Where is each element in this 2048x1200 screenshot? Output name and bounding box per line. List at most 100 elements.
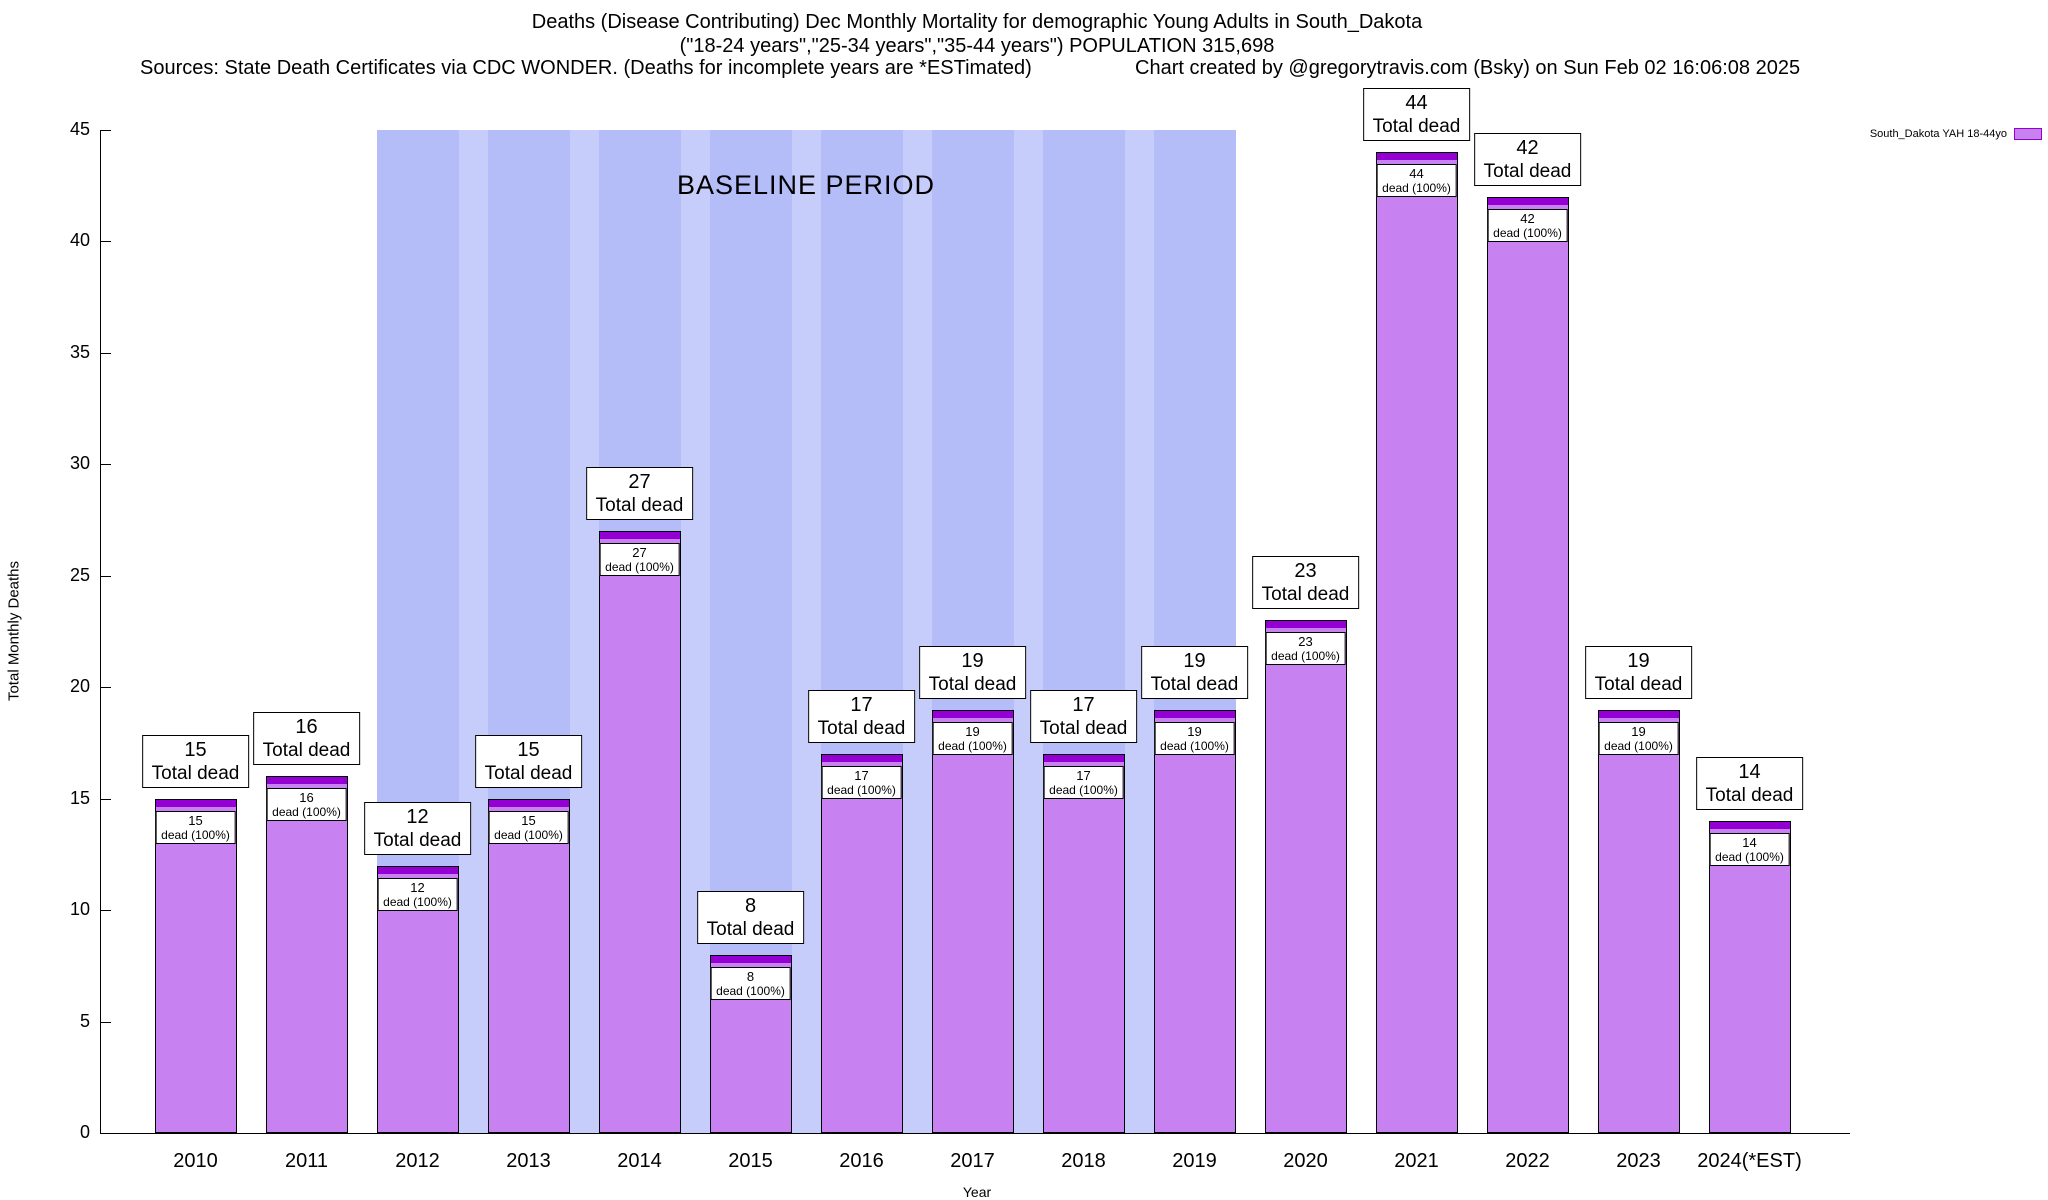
bar-total-text: Total dead [706, 918, 795, 940]
bar [1264, 620, 1347, 1133]
bar-total-text: Total dead [1150, 673, 1239, 695]
bar-inline-text: dead (100%) [1160, 738, 1229, 753]
bar-total-text: Total dead [262, 740, 351, 762]
legend-swatch [2014, 128, 2042, 140]
bar-total-value: 19 [961, 649, 984, 672]
bar-inline-text: dead (100%) [605, 560, 674, 575]
bar-inline-text: dead (100%) [1715, 849, 1784, 864]
bar-cap [266, 777, 347, 785]
y-tick-mark [101, 352, 111, 354]
bar-inline-label: 27 dead (100%) [599, 543, 680, 577]
y-tick-mark [101, 687, 111, 689]
bar-inline-text: dead (100%) [1049, 783, 1118, 798]
bar-inline-text: dead (100%) [1604, 738, 1673, 753]
bar-total-value: 44 [1405, 92, 1428, 115]
y-tick-label: 5 [79, 1010, 90, 1031]
bar [1708, 820, 1791, 1133]
x-tick-label: 2022 [1505, 1150, 1550, 1172]
x-tick-label: 2017 [950, 1150, 995, 1172]
bar-inline-value: 19 [1187, 723, 1202, 739]
y-tick-mark [101, 241, 111, 243]
y-tick-label: 10 [69, 899, 90, 920]
bar-total-label: 15 Total dead [474, 734, 583, 788]
bar-inline-value: 17 [1076, 768, 1091, 784]
bar-total-label: 19 Total dead [918, 645, 1027, 699]
bar-total-value: 8 [744, 894, 757, 917]
chart-subtitle: ("18-24 years","25-34 years","35-44 year… [679, 35, 1275, 57]
bar-inline-label: 19 dead (100%) [1598, 721, 1679, 755]
bar-cap [377, 866, 458, 874]
bar-total-text: Total dead [1705, 784, 1794, 806]
bar-inline-value: 19 [1631, 723, 1646, 739]
bar-total-value: 23 [1294, 560, 1317, 583]
bar-total-text: Total dead [1039, 718, 1128, 740]
bar-inline-value: 27 [632, 545, 647, 561]
legend: South_Dakota YAH 18-44yo [1870, 128, 2042, 140]
x-tick-label: 2016 [839, 1150, 884, 1172]
bar-inline-text: dead (100%) [1493, 225, 1562, 240]
bar-inline-text: dead (100%) [1271, 649, 1340, 664]
bar-total-value: 15 [184, 738, 207, 761]
bar-total-text: Total dead [1372, 116, 1461, 138]
legend-label: South_Dakota YAH 18-44yo [1869, 128, 2007, 140]
bar-inline-value: 15 [521, 812, 536, 828]
bar-cap [932, 710, 1013, 718]
bar [1042, 754, 1125, 1133]
bar-inline-text: dead (100%) [272, 805, 341, 820]
bar-inline-text: dead (100%) [938, 738, 1007, 753]
bar-inline-value: 16 [299, 790, 314, 806]
bar [1375, 152, 1458, 1133]
bar-cap [1043, 755, 1124, 763]
bar-total-label: 16 Total dead [252, 712, 361, 766]
bar-inline-label: 12 dead (100%) [377, 877, 458, 911]
y-tick-mark [101, 910, 111, 912]
bar-total-text: Total dead [595, 495, 684, 517]
y-tick-mark [101, 798, 111, 800]
bar-cap [1376, 153, 1457, 161]
bar [487, 798, 570, 1133]
x-tick-label: 2015 [728, 1150, 773, 1172]
bar-inline-label: 14 dead (100%) [1709, 832, 1790, 866]
x-tick-label: 2021 [1394, 1150, 1439, 1172]
bar-total-label: 14 Total dead [1695, 756, 1804, 810]
bar-total-value: 16 [295, 716, 318, 739]
bar [265, 776, 348, 1133]
bar-inline-value: 23 [1298, 634, 1313, 650]
x-tick-label: 2020 [1283, 1150, 1328, 1172]
bar-total-label: 19 Total dead [1584, 645, 1693, 699]
bar-cap [1487, 197, 1568, 205]
bar-inline-label: 44 dead (100%) [1376, 164, 1457, 198]
bar-cap [710, 955, 791, 963]
bar [931, 709, 1014, 1133]
y-tick-label: 25 [69, 564, 90, 585]
bar [1153, 709, 1236, 1133]
x-tick-label: 2011 [284, 1150, 329, 1172]
bar-inline-text: dead (100%) [383, 894, 452, 909]
sources-note: Sources: State Death Certificates via CD… [140, 57, 1032, 79]
x-tick-label: 2010 [173, 1150, 218, 1172]
bar-inline-value: 17 [854, 768, 869, 784]
chart-title: Deaths (Disease Contributing) Dec Monthl… [531, 11, 1423, 33]
bar-total-value: 17 [1072, 694, 1095, 717]
bar [154, 798, 237, 1133]
y-tick-mark [101, 464, 111, 466]
bar-total-label: 17 Total dead [807, 690, 916, 744]
bar-total-text: Total dead [928, 673, 1017, 695]
bar-cap [1598, 710, 1679, 718]
bar-total-label: 15 Total dead [141, 734, 250, 788]
bar-inline-text: dead (100%) [494, 827, 563, 842]
baseline-label: BASELINE PERIOD [676, 170, 936, 200]
x-tick-label: 2012 [395, 1150, 440, 1172]
bar-inline-value: 8 [746, 968, 755, 984]
bar-inline-text: dead (100%) [161, 827, 230, 842]
x-tick-label: 2023 [1616, 1150, 1661, 1172]
bar-total-value: 15 [517, 738, 540, 761]
bar-inline-value: 19 [965, 723, 980, 739]
bar-total-value: 12 [406, 805, 429, 828]
y-tick-label: 35 [69, 341, 90, 362]
bar-inline-text: dead (100%) [1382, 181, 1451, 196]
bar-inline-label: 42 dead (100%) [1487, 208, 1568, 242]
bar-inline-label: 19 dead (100%) [1154, 721, 1235, 755]
